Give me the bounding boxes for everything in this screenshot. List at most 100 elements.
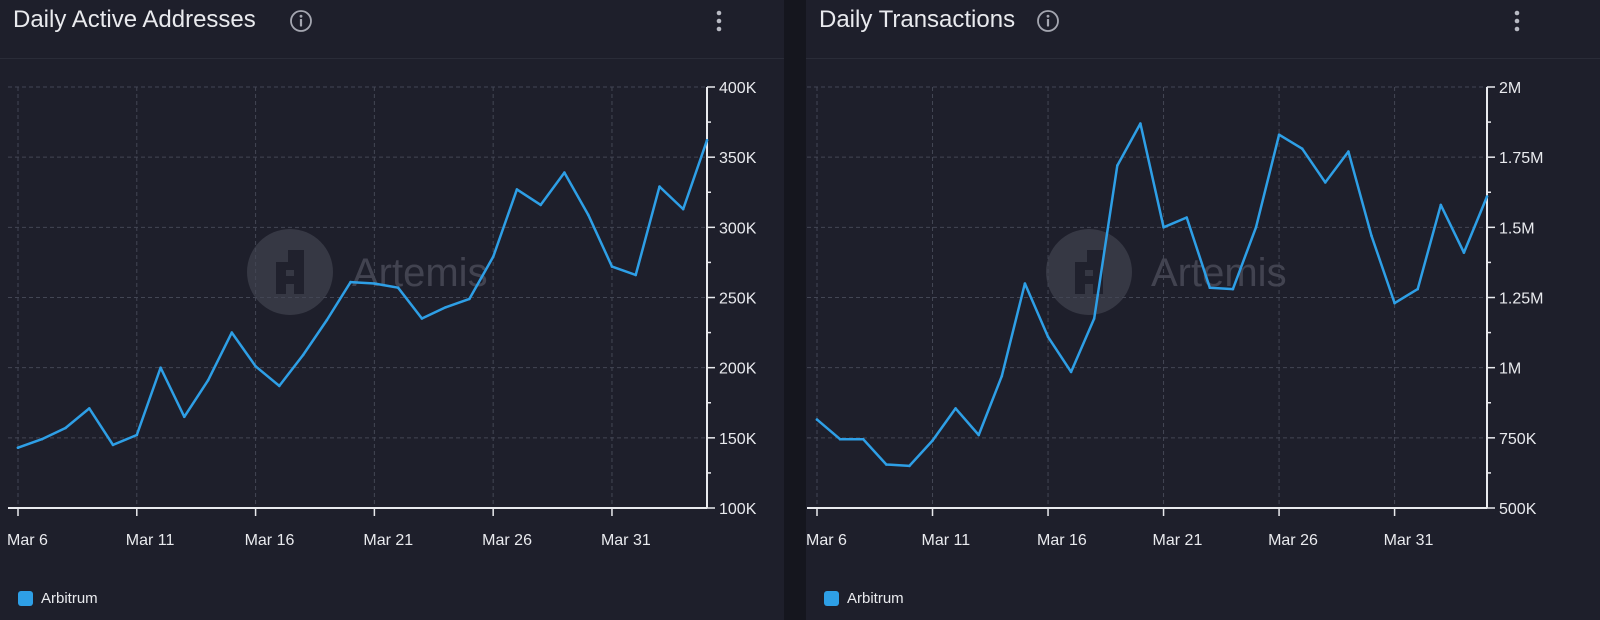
y-tick-label: 750K: [1499, 431, 1537, 448]
data-point: [658, 185, 661, 188]
data-point: [1208, 286, 1212, 289]
y-tick-label: 250K: [719, 291, 757, 308]
y-tick-label: 300K: [719, 220, 757, 237]
x-tick-label: Mar 6: [806, 532, 847, 549]
data-point: [861, 437, 865, 441]
data-point: [885, 463, 888, 466]
data-point: [1393, 301, 1396, 305]
data-point: [931, 439, 934, 442]
data-point: [159, 366, 162, 370]
data-point: [88, 407, 91, 410]
y-tick-label: 200K: [719, 361, 757, 378]
data-point: [1347, 150, 1350, 153]
data-point: [1439, 203, 1443, 207]
legend[interactable]: Arbitrum: [18, 588, 98, 608]
info-icon[interactable]: [289, 9, 313, 33]
data-point: [1254, 226, 1258, 229]
x-tick-label: Mar 6: [7, 532, 48, 549]
more-vertical-icon[interactable]: [715, 9, 723, 33]
data-point: [908, 464, 911, 468]
data-point: [1324, 181, 1327, 184]
info-icon[interactable]: [1036, 9, 1060, 33]
x-tick-label: Mar 11: [922, 532, 971, 549]
data-point: [491, 255, 495, 259]
data-point: [681, 207, 685, 211]
data-point: [563, 171, 566, 174]
y-tick-label: 350K: [719, 150, 757, 167]
data-point: [1139, 122, 1142, 125]
data-point: [254, 365, 257, 368]
x-tick-label: Mar 16: [1037, 532, 1087, 549]
x-tick-label: Mar 31: [601, 532, 651, 549]
panel-header: Daily Active Addresses: [0, 0, 784, 59]
data-point: [1069, 370, 1073, 374]
x-tick-label: Mar 16: [245, 532, 295, 549]
data-point: [954, 407, 957, 410]
data-point: [634, 273, 637, 277]
daily-transactions-panel: Daily Transactions Artemis 500K 750K 1M 1.25…: [806, 0, 1600, 620]
data-point: [705, 139, 709, 142]
data-point: [1300, 147, 1304, 150]
data-point: [301, 353, 305, 357]
daily-active-addresses-chart: Artemis 100K 150K 200K 250K 300K 350K 400K Mar 6…: [7, 80, 757, 549]
watermark-logo: [1046, 229, 1132, 315]
data-point: [1092, 317, 1096, 320]
legend[interactable]: Arbitrum: [824, 588, 904, 608]
legend-swatch: [824, 590, 839, 606]
data-point: [1416, 287, 1419, 291]
data-point: [977, 433, 980, 437]
data-point: [1023, 282, 1027, 285]
x-tick-label: Mar 21: [1153, 532, 1203, 549]
y-tick-label: 500K: [1499, 501, 1537, 518]
series-line-arbitrum: [815, 122, 1489, 468]
x-tick-label: Mar 11: [126, 532, 175, 549]
data-point: [40, 437, 44, 441]
y-tick-label: 100K: [719, 501, 757, 518]
data-point: [16, 446, 20, 450]
legend-label: Arbitrum: [847, 589, 904, 607]
data-point: [206, 379, 210, 382]
panel-title: Daily Transactions: [819, 6, 1016, 33]
y-tick-label: 1.5M: [1499, 220, 1535, 237]
data-point: [838, 437, 842, 441]
y-tick-label: 400K: [719, 80, 757, 97]
data-point: [1277, 133, 1281, 136]
data-point: [278, 384, 281, 388]
data-point: [135, 433, 139, 437]
data-point: [420, 317, 424, 320]
data-point: [183, 415, 186, 419]
data-point: [1231, 287, 1235, 291]
series-line-arbitrum: [16, 139, 709, 449]
y-tick-label: 2M: [1499, 80, 1521, 97]
data-point: [1046, 335, 1050, 339]
data-point: [64, 426, 67, 430]
x-tick-label: Mar 26: [1268, 532, 1318, 549]
data-point: [325, 318, 329, 322]
data-point: [1485, 195, 1489, 198]
daily-active-addresses-panel: Daily Active Addresses Artemis 100K 150K 20…: [0, 0, 784, 620]
y-tick-label: 1.25M: [1499, 291, 1543, 308]
watermark: Artemis: [247, 229, 488, 315]
watermark-logo: [247, 229, 333, 315]
data-point: [586, 213, 590, 216]
data-point: [815, 418, 819, 421]
data-point: [1162, 226, 1165, 229]
data-point: [444, 306, 448, 309]
more-vertical-icon[interactable]: [1513, 9, 1521, 33]
data-point: [1370, 234, 1373, 238]
watermark-text: Artemis: [352, 251, 488, 295]
data-point: [515, 188, 519, 191]
data-point: [396, 286, 400, 289]
data-point: [539, 203, 542, 207]
data-point: [1116, 164, 1119, 167]
legend-swatch: [18, 590, 33, 606]
panel-header: Daily Transactions: [806, 0, 1600, 59]
data-point: [230, 331, 234, 334]
data-point: [468, 297, 471, 301]
watermark-logo-mark: [276, 250, 304, 294]
data-point: [1185, 216, 1188, 219]
data-point: [1000, 374, 1004, 378]
panel-title: Daily Active Addresses: [13, 6, 256, 33]
data-point: [1462, 251, 1466, 254]
